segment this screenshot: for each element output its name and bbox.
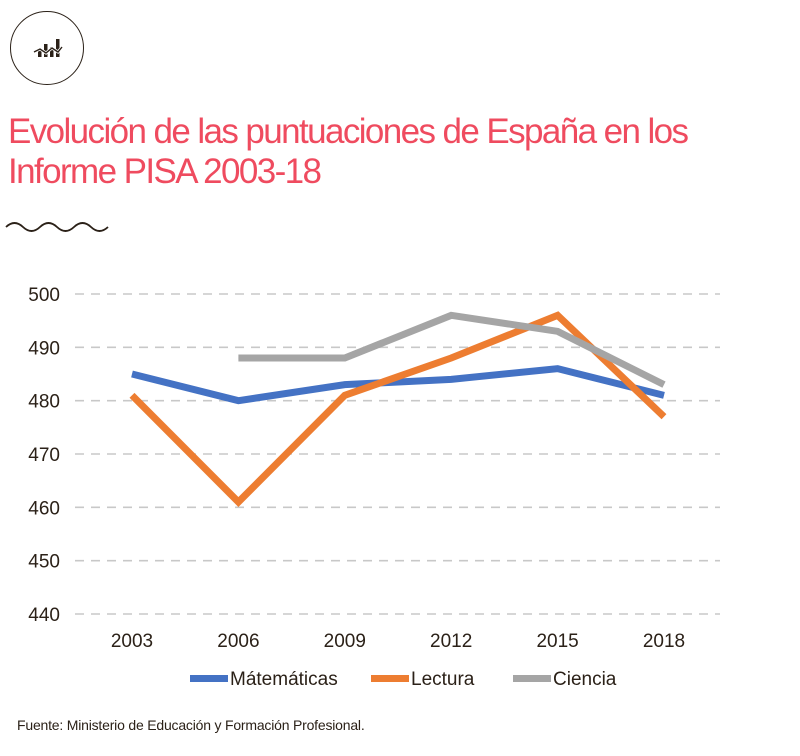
x-tick-label: 2012 — [430, 631, 472, 652]
y-tick-label: 440 — [28, 605, 60, 626]
legend-swatch — [371, 675, 409, 682]
x-tick-label: 2018 — [643, 631, 685, 652]
x-tick-label: 2009 — [324, 631, 366, 652]
chart-growth-icon — [33, 39, 64, 57]
legend-swatch — [190, 675, 228, 682]
series-lines — [129, 311, 667, 507]
y-tick-label: 470 — [28, 445, 60, 466]
chart-title: Evolución de las puntuaciones de España … — [8, 112, 689, 191]
legend-item: Ciencia — [513, 669, 617, 690]
series-line-lectura — [129, 311, 667, 507]
y-tick-label: 450 — [28, 552, 60, 573]
y-tick-label: 480 — [28, 392, 60, 413]
y-tick-label: 490 — [28, 338, 60, 359]
x-axis-ticks: 2003 2006 2009 2012 2015 2018 — [111, 631, 685, 652]
y-axis-ticks: 440 450 460 470 480 490 500 — [28, 285, 60, 626]
y-tick-label: 500 — [28, 285, 60, 306]
legend-label: Mátemáticas — [230, 669, 338, 690]
series-line-ciencia — [238, 311, 666, 388]
series-line-mátemáticas — [131, 365, 665, 405]
legend-swatch — [513, 675, 551, 682]
legend-item: Mátemáticas — [190, 669, 338, 690]
gridlines — [75, 293, 720, 615]
x-tick-label: 2003 — [111, 631, 153, 652]
legend-label: Ciencia — [553, 669, 617, 690]
x-tick-label: 2006 — [217, 631, 259, 652]
source-note: Fuente: Ministerio de Educación y Formac… — [17, 717, 365, 733]
legend-label: Lectura — [411, 669, 475, 690]
chart-growth-icon-badge — [10, 11, 84, 85]
legend: Mátemáticas Lectura Ciencia — [190, 669, 617, 690]
legend-item: Lectura — [371, 669, 475, 690]
x-tick-label: 2015 — [536, 631, 578, 652]
y-tick-label: 460 — [28, 498, 60, 519]
wave-divider-icon — [5, 222, 109, 232]
